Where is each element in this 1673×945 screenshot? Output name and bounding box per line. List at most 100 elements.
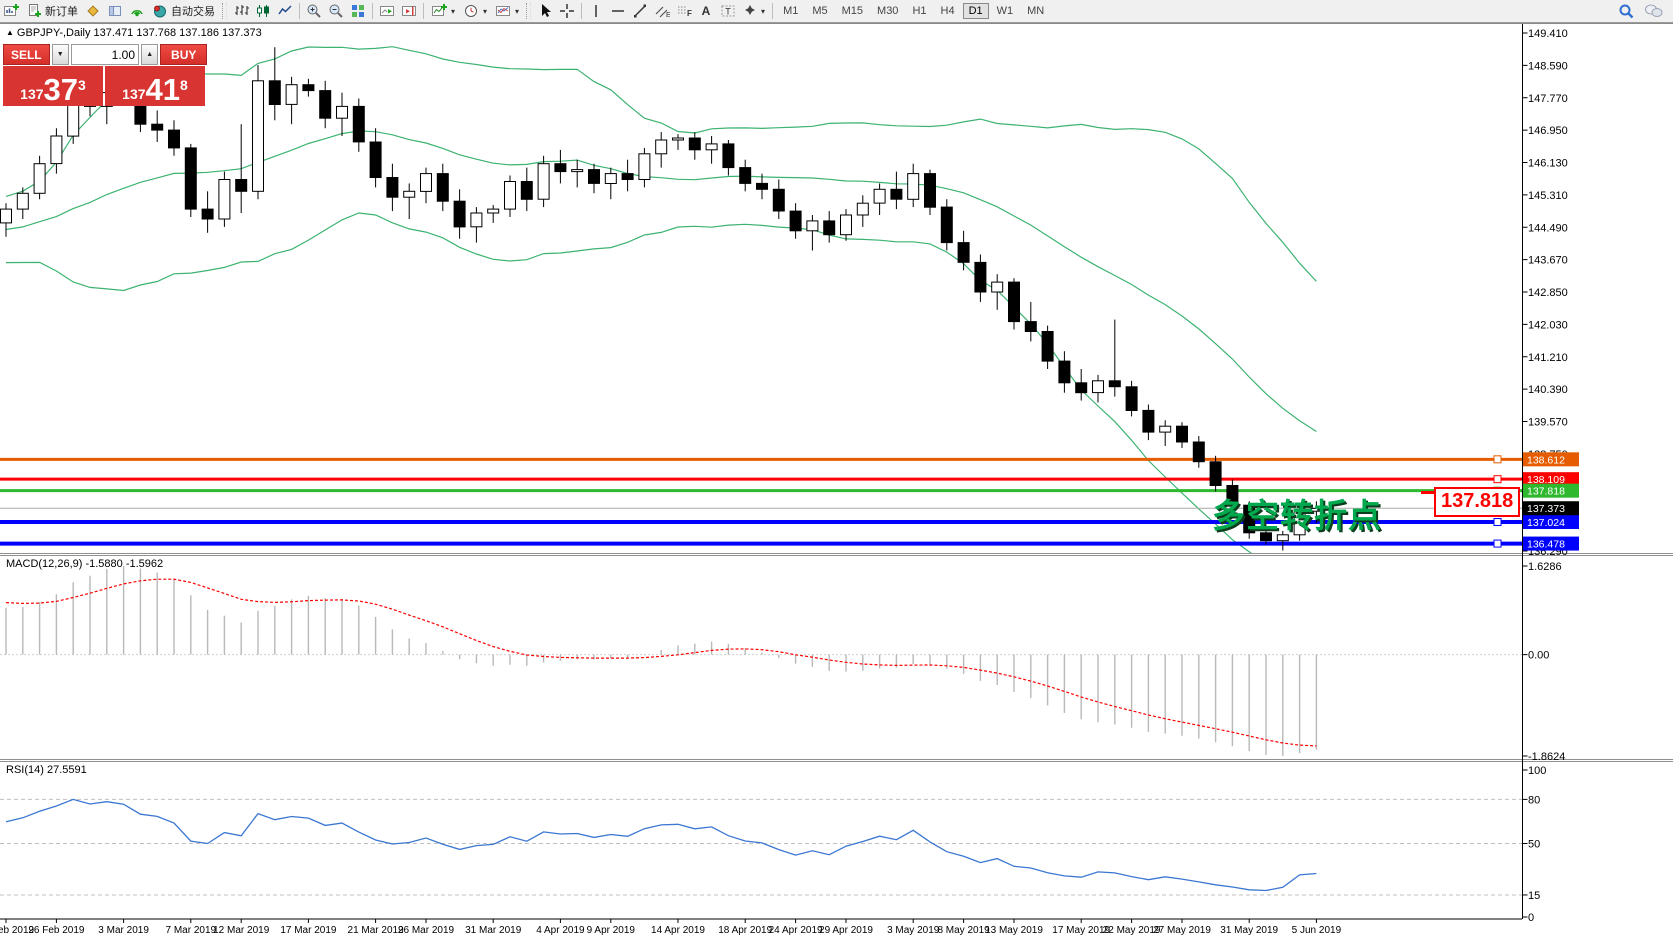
buy-price-display[interactable]: 137 41 8 — [105, 66, 205, 106]
toolbar-separator — [772, 3, 774, 19]
fibonacci-tool-icon[interactable]: F — [673, 1, 695, 21]
svg-text:24 Apr 2019: 24 Apr 2019 — [769, 925, 823, 936]
toolbar-grip — [526, 3, 532, 19]
vertical-line-tool-icon[interactable] — [585, 1, 607, 21]
svg-text:0: 0 — [1528, 912, 1534, 924]
auto-trading-label: 自动交易 — [171, 6, 215, 18]
periods-button[interactable]: ▾ — [459, 1, 491, 21]
toolbar-separator — [581, 3, 583, 19]
svg-text:22 May 2019: 22 May 2019 — [1103, 925, 1161, 936]
caret-down-icon: ▾ — [451, 6, 456, 16]
sell-price-prefix: 137 — [20, 86, 44, 102]
price-flag-connector — [1421, 491, 1434, 494]
collapse-arrow-icon[interactable]: ▲ — [6, 28, 14, 37]
buy-price-big: 41 — [145, 72, 181, 108]
cursor-icon[interactable] — [534, 1, 556, 21]
zoom-out-icon[interactable] — [325, 1, 347, 21]
tile-windows-icon[interactable] — [347, 1, 369, 21]
svg-text:148.590: 148.590 — [1528, 60, 1568, 72]
tf-W1[interactable]: W1 — [996, 5, 1014, 17]
timeframe-group: M1 M5 M15 M30 H1 H4 D1 W1 MN — [776, 3, 1051, 19]
tf-M15[interactable]: M15 — [841, 5, 864, 17]
svg-text:100: 100 — [1528, 765, 1546, 777]
arrows-tool-button[interactable]: ▾ — [739, 1, 769, 21]
svg-text:0.00: 0.00 — [1528, 650, 1549, 662]
svg-text:137.818: 137.818 — [1527, 486, 1565, 498]
crosshair-icon[interactable] — [556, 1, 578, 21]
sell-button[interactable]: SELL — [3, 44, 50, 65]
market-watch-icon[interactable] — [82, 1, 104, 21]
toolbar-right-icons — [1615, 1, 1673, 21]
svg-text:138.612: 138.612 — [1527, 454, 1565, 466]
tf-H4[interactable]: H4 — [940, 5, 955, 17]
search-icon[interactable] — [1615, 1, 1637, 21]
text-tool-icon[interactable]: A — [695, 1, 717, 21]
svg-text:80: 80 — [1528, 794, 1540, 806]
templates-button[interactable]: ▾ — [491, 1, 523, 21]
bar-chart-icon[interactable] — [230, 1, 252, 21]
macd-indicator-label: MACD(12,26,9) -1.5880 -1.5962 — [6, 558, 164, 570]
tf-H1[interactable]: H1 — [912, 5, 927, 17]
auto-trading-button[interactable]: 自动交易 — [148, 1, 219, 21]
sell-price-big: 37 — [43, 72, 79, 108]
svg-text:142.850: 142.850 — [1528, 287, 1568, 299]
indicators-icon — [432, 4, 447, 16]
bollinger-bands — [5, 46, 1317, 553]
sell-price-display[interactable]: 137 37 3 — [3, 66, 103, 106]
macd-plot — [0, 566, 1522, 756]
svg-text:137.024: 137.024 — [1527, 517, 1565, 529]
buy-price-prefix: 137 — [122, 86, 146, 102]
volume-down-button[interactable]: ▼ — [51, 44, 69, 65]
tf-M30[interactable]: M30 — [877, 5, 899, 17]
tf-MN[interactable]: MN — [1027, 5, 1045, 17]
svg-text:E: E — [666, 12, 670, 19]
svg-text:27 May 2019: 27 May 2019 — [1153, 925, 1211, 936]
new-chart-icon[interactable] — [0, 1, 22, 21]
line-chart-icon[interactable] — [274, 1, 296, 21]
tf-D1[interactable]: D1 — [962, 3, 989, 19]
rsi-indicator-label: RSI(14) 27.5591 — [6, 764, 87, 776]
new-order-button[interactable]: 新订单 — [22, 1, 82, 21]
svg-text:145.310: 145.310 — [1528, 190, 1568, 202]
buy-button[interactable]: BUY — [160, 44, 207, 65]
svg-text:A: A — [702, 4, 711, 18]
indicators-button[interactable]: ▾ — [427, 1, 459, 21]
text-label-tool-icon[interactable]: T — [717, 1, 739, 21]
svg-text:50: 50 — [1528, 839, 1540, 851]
svg-text:17 May 2019: 17 May 2019 — [1052, 925, 1110, 936]
svg-text:5 Jun 2019: 5 Jun 2019 — [1292, 925, 1342, 936]
svg-text:26 Mar 2019: 26 Mar 2019 — [398, 925, 455, 936]
horizontal-line-tool-icon[interactable] — [607, 1, 629, 21]
svg-text:3 Mar 2019: 3 Mar 2019 — [98, 925, 149, 936]
caret-down-icon: ▾ — [761, 6, 766, 16]
equidistant-channel-tool-icon[interactable]: E — [651, 1, 673, 21]
svg-text:3 May 2019: 3 May 2019 — [887, 925, 940, 936]
tf-M1[interactable]: M1 — [783, 5, 799, 17]
chat-icon[interactable] — [1643, 1, 1665, 21]
svg-text:29 Apr 2019: 29 Apr 2019 — [819, 925, 873, 936]
svg-text:149.410: 149.410 — [1528, 28, 1568, 40]
zoom-in-icon[interactable] — [303, 1, 325, 21]
svg-text:17 Mar 2019: 17 Mar 2019 — [280, 925, 337, 936]
svg-text:136.478: 136.478 — [1527, 539, 1565, 551]
candlestick-chart-icon[interactable] — [252, 1, 274, 21]
auto-scroll-icon[interactable] — [376, 1, 398, 21]
clock-icon — [465, 5, 478, 17]
volume-input[interactable] — [71, 44, 139, 65]
signals-icon[interactable] — [126, 1, 148, 21]
candles — [0, 47, 1323, 551]
price-flag-label[interactable]: 137.818 — [1434, 487, 1521, 517]
navigator-icon[interactable] — [104, 1, 126, 21]
svg-text:21 Feb 2019: 21 Feb 2019 — [0, 925, 35, 936]
new-order-label: 新订单 — [45, 6, 78, 18]
svg-text:T: T — [725, 7, 731, 17]
trendline-tool-icon[interactable] — [629, 1, 651, 21]
tf-M5[interactable]: M5 — [812, 5, 828, 17]
svg-text:9 Apr 2019: 9 Apr 2019 — [587, 925, 636, 936]
main-toolbar: 新订单 自动交易 — [0, 0, 1673, 23]
volume-up-button[interactable]: ▲ — [141, 44, 159, 65]
svg-text:4 Apr 2019: 4 Apr 2019 — [536, 925, 585, 936]
chart-shift-icon[interactable] — [398, 1, 420, 21]
